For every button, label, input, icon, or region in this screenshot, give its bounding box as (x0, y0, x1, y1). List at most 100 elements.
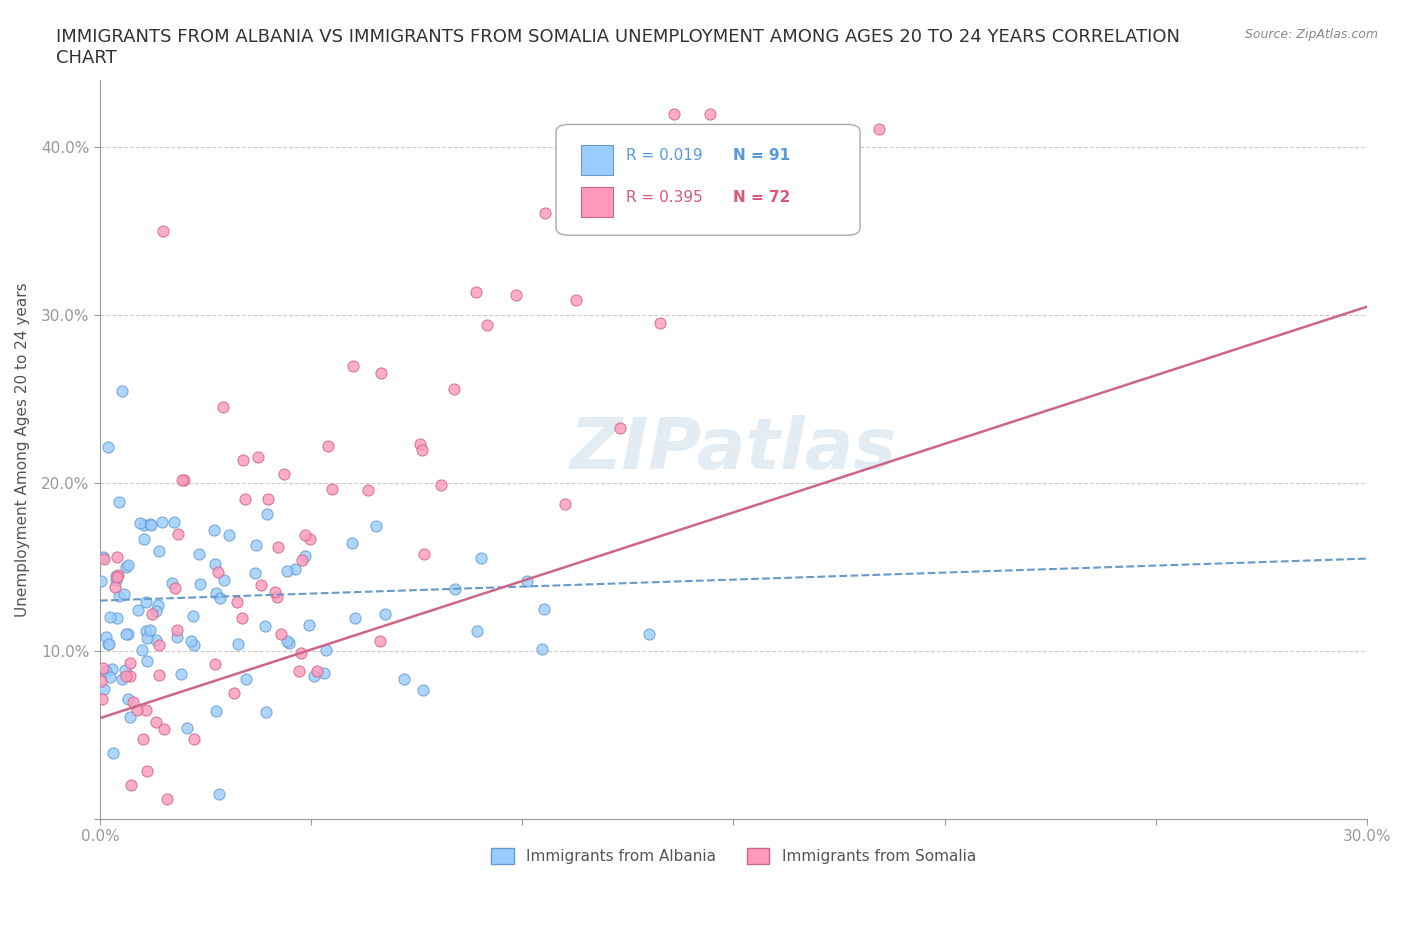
Point (105, 569, 128, 584)
Point (284, 562, 307, 577)
Point (276, 633, 298, 648)
Point (475, 317, 498, 332)
Point (90, 574, 112, 589)
Point (105, 611, 128, 626)
Point (132, 531, 155, 546)
Point (148, 637, 170, 652)
Point (316, 438, 339, 453)
Text: ZIPatlas: ZIPatlas (569, 415, 897, 484)
Point (93, 682, 115, 697)
Point (145, 633, 167, 648)
Point (340, 536, 363, 551)
Text: Source: ZipAtlas.com: Source: ZipAtlas.com (1244, 28, 1378, 41)
Point (139, 518, 162, 533)
Text: N = 72: N = 72 (734, 190, 790, 205)
Point (181, 608, 204, 623)
Point (356, 483, 378, 498)
Point (90, 692, 112, 707)
Point (114, 669, 136, 684)
Point (139, 516, 162, 531)
Point (108, 589, 131, 604)
Point (212, 400, 235, 415)
Point (135, 595, 157, 610)
Point (231, 611, 253, 626)
Point (167, 526, 190, 541)
Point (122, 695, 145, 710)
Point (115, 627, 138, 642)
Point (516, 573, 538, 588)
Point (188, 577, 211, 591)
FancyBboxPatch shape (555, 125, 860, 235)
Point (208, 591, 231, 605)
Point (101, 746, 124, 761)
Point (90, 673, 112, 688)
Point (114, 560, 136, 575)
Point (110, 383, 132, 398)
Point (444, 582, 467, 597)
Point (412, 683, 434, 698)
Point (533, 602, 555, 617)
Point (135, 623, 157, 638)
Point (430, 478, 453, 493)
Point (105, 550, 128, 565)
Point (264, 584, 287, 599)
Point (290, 645, 312, 660)
Point (125, 702, 148, 717)
Point (408, 436, 430, 451)
Point (299, 532, 322, 547)
Bar (582, 187, 613, 217)
Point (204, 657, 226, 671)
Point (250, 578, 273, 593)
Point (609, 421, 631, 436)
Point (114, 662, 136, 677)
Point (267, 540, 290, 555)
Point (246, 449, 269, 464)
Point (91, 550, 114, 565)
Point (411, 443, 433, 458)
Point (108, 495, 131, 510)
Point (207, 565, 229, 579)
Point (120, 778, 142, 793)
Point (204, 557, 226, 572)
Point (226, 637, 249, 652)
Point (136, 764, 159, 778)
Point (443, 381, 465, 396)
Point (172, 472, 194, 487)
Point (107, 568, 129, 583)
Point (321, 482, 343, 497)
Point (117, 692, 139, 707)
Point (97, 636, 120, 651)
Point (212, 573, 235, 588)
Point (256, 507, 278, 522)
Point (94, 664, 117, 679)
Point (139, 623, 162, 638)
Point (368, 633, 391, 648)
Point (233, 492, 256, 507)
Point (664, 106, 686, 121)
Point (183, 637, 205, 652)
Point (155, 791, 177, 806)
Point (218, 528, 240, 543)
Point (254, 618, 277, 633)
Point (97, 637, 120, 652)
Point (118, 669, 141, 684)
Point (94, 630, 117, 644)
Point (131, 643, 153, 658)
Point (118, 656, 141, 671)
Point (312, 666, 335, 681)
Text: IMMIGRANTS FROM ALBANIA VS IMMIGRANTS FROM SOMALIA UNEMPLOYMENT AMONG AGES 20 TO: IMMIGRANTS FROM ALBANIA VS IMMIGRANTS FR… (56, 28, 1180, 67)
Point (91, 660, 114, 675)
Point (93, 551, 115, 566)
Point (160, 575, 183, 590)
Point (531, 642, 554, 657)
Point (117, 627, 139, 642)
Point (868, 122, 890, 137)
Point (176, 721, 198, 736)
Point (132, 732, 155, 747)
Point (257, 492, 280, 507)
Point (148, 544, 170, 559)
Point (288, 664, 311, 679)
Point (136, 631, 159, 646)
Point (374, 606, 396, 621)
Point (183, 731, 205, 746)
